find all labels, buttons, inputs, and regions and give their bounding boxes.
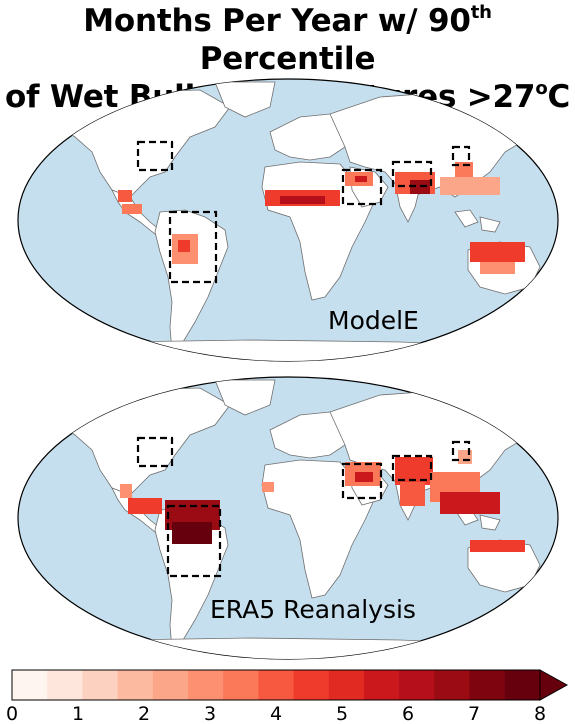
box-india xyxy=(391,454,433,482)
colorbar-segment xyxy=(47,670,83,700)
heat-cells xyxy=(120,450,525,552)
box-east-asia xyxy=(451,145,471,167)
colorbar-segment xyxy=(504,670,541,700)
colorbar-tick-label: 6 xyxy=(402,703,414,724)
box-arabia xyxy=(341,462,383,500)
map-panel-era5 xyxy=(17,376,559,660)
heat-cells xyxy=(118,162,525,274)
colorbar-segment xyxy=(469,670,506,700)
colorbar-segment xyxy=(188,670,224,700)
box-amazon xyxy=(166,504,222,578)
colorbar-segment xyxy=(434,670,471,700)
panel-label-modele: ModelE xyxy=(328,306,419,335)
box-india xyxy=(391,160,433,188)
colorbar-segment xyxy=(258,670,295,700)
region-boxes xyxy=(136,140,471,284)
colorbar-segment xyxy=(293,670,330,700)
panel-label-era5: ERA5 Reanalysis xyxy=(210,595,416,624)
colorbar-segment xyxy=(12,670,48,700)
colorbar-tick-label: 0 xyxy=(6,703,18,724)
colorbar-ticks: 0 1 2 3 4 5 6 7 8 xyxy=(6,703,546,724)
colorbar-extend-arrow xyxy=(539,669,569,701)
colorbar-segment xyxy=(328,670,365,700)
colorbar-tick-label: 2 xyxy=(138,703,150,724)
colorbar-tick-label: 3 xyxy=(204,703,216,724)
box-arabia xyxy=(341,168,383,206)
colorbar-segment xyxy=(117,670,154,700)
colorbar-tick-label: 5 xyxy=(336,703,348,724)
title-line-1: Months Per Year w/ 90th Percentile xyxy=(83,1,492,77)
colorbar-segment xyxy=(399,670,435,700)
box-amazon xyxy=(168,210,218,284)
colorbar-segments xyxy=(11,669,569,701)
colorbar-border xyxy=(11,669,541,701)
colorbar-segment xyxy=(364,670,400,700)
figure-title: Months Per Year w/ 90th Percentile of We… xyxy=(0,2,575,116)
colorbar-tick-label: 4 xyxy=(270,703,282,724)
colorbar-segment xyxy=(82,670,119,700)
colorbar-tick-label: 7 xyxy=(468,703,480,724)
colorbar-tick-label: 1 xyxy=(72,703,84,724)
colorbar-segment xyxy=(223,670,259,700)
box-east-asia xyxy=(451,440,471,462)
colorbar-tick-label: 8 xyxy=(534,703,546,724)
colorbar-segment xyxy=(152,670,189,700)
colorbar: 0 1 2 3 4 5 6 7 8 xyxy=(6,669,569,724)
map-panel-modele xyxy=(17,78,559,362)
box-north-america xyxy=(136,140,174,172)
region-boxes xyxy=(136,436,471,578)
box-north-america xyxy=(136,436,174,468)
